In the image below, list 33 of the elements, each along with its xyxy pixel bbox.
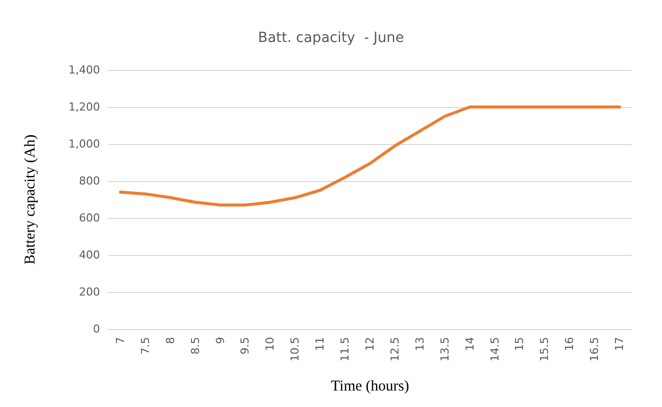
x-tick-label: 11 — [314, 337, 327, 351]
y-axis-title: Battery capacity (Ah) — [22, 134, 38, 264]
x-tick-label: 16.5 — [588, 337, 602, 362]
x-tick-label: 12.5 — [388, 337, 402, 362]
x-tick-label: 10 — [264, 337, 277, 351]
y-tick-label: 400 — [79, 248, 100, 262]
x-tick-label: 15.5 — [538, 337, 552, 362]
x-tick-label: 13 — [413, 337, 426, 351]
x-tick-label: 16 — [563, 337, 576, 351]
y-tick-label: 1,200 — [68, 100, 100, 114]
chart-title: Batt. capacity - June — [258, 30, 404, 46]
x-tick-label: 17 — [613, 337, 626, 351]
x-tick-label: 12 — [364, 337, 376, 351]
x-tick-label: 11.5 — [338, 337, 352, 362]
y-tick-label: 1,000 — [68, 138, 100, 150]
y-tick-label: 0 — [93, 322, 100, 336]
x-axis-title: Time (hours) — [330, 378, 410, 394]
y-tick-label: 1,400 — [68, 64, 100, 76]
x-tick-label: 8 — [164, 337, 177, 344]
x-tick-label: 10.5 — [288, 337, 302, 362]
y-tick-label: 600 — [79, 212, 100, 224]
line-series — [118, 106, 622, 207]
x-tick-label: 9 — [214, 337, 227, 344]
x-tick-label: 13.5 — [438, 337, 452, 362]
x-tick-label: 14 — [463, 337, 476, 351]
x-tick-label: 7.5 — [138, 337, 152, 354]
x-tick-label: 14.5 — [488, 337, 502, 362]
x-tick-label: 15 — [513, 337, 526, 351]
y-tick-label: 800 — [79, 174, 100, 188]
x-tick-label: 9.5 — [238, 337, 252, 354]
x-tick-label: 8.5 — [188, 337, 202, 354]
x-tick-label: 7 — [114, 337, 127, 344]
y-tick-label: 200 — [79, 286, 100, 298]
